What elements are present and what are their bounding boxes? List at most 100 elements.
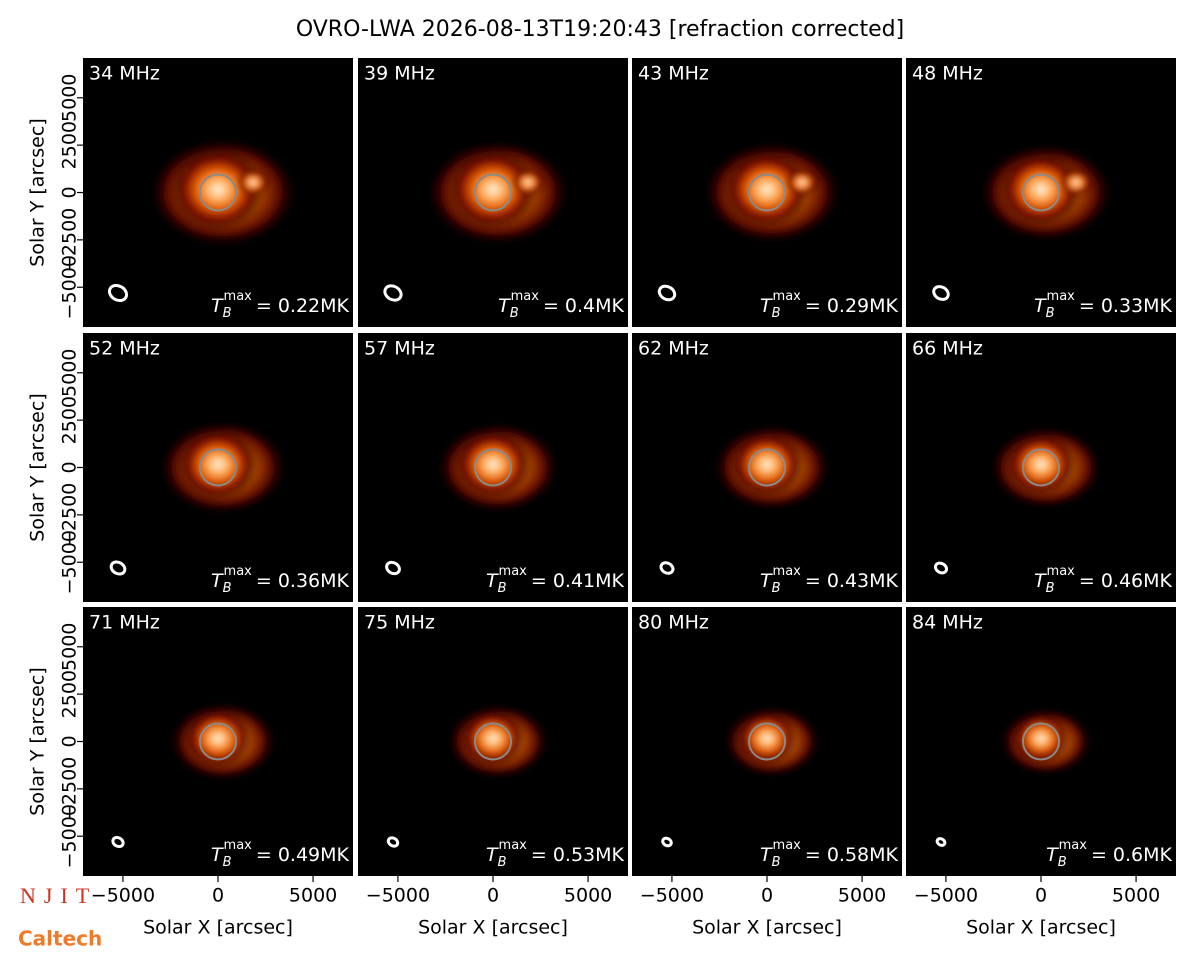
tmax-symbol: T	[760, 570, 773, 592]
x-axis-label: Solar X [arcsec]	[966, 917, 1116, 939]
y-tick-label: −5000	[59, 255, 81, 319]
panel: 71 MHz TBmax = 0.49MK	[83, 607, 353, 876]
tmax-label: TBmax = 0.6MK	[1046, 838, 1172, 870]
panel: 80 MHz TBmax = 0.58MK	[632, 607, 902, 876]
tmax-label: TBmax = 0.41MK	[486, 564, 625, 596]
tmax-sub: B	[772, 855, 781, 870]
tmax-value: = 0.22MK	[256, 295, 350, 317]
tmax-sub: B	[1046, 306, 1055, 321]
tmax-sub: B	[772, 306, 781, 321]
solar-limb	[474, 722, 512, 761]
panel: 84 MHz TBmax = 0.6MK	[906, 607, 1176, 876]
tmax-sub: B	[223, 855, 232, 870]
logo-njit: NJIT	[20, 883, 97, 908]
panel: 48 MHz TBmax = 0.33MK	[906, 58, 1176, 327]
panel-image	[989, 425, 1103, 510]
emission-core	[173, 149, 263, 230]
emission-core	[725, 152, 809, 227]
panel: 66 MHz TBmax = 0.46MK	[906, 333, 1176, 602]
y-tick-label: −5000	[59, 804, 81, 868]
tmax-label: TBmax = 0.58MK	[760, 838, 899, 870]
emission-core	[449, 150, 537, 229]
tmax-value: = 0.53MK	[531, 844, 625, 866]
panel: 62 MHz TBmax = 0.43MK	[632, 333, 902, 602]
solar-limb	[748, 448, 786, 487]
y-tick-label: −5000	[59, 530, 81, 594]
frequency-label: 39 MHz	[364, 63, 435, 85]
tmax-symbol: T	[211, 844, 224, 866]
tmax-sub: B	[510, 306, 519, 321]
y-tick-label: 5000	[59, 74, 81, 122]
x-tick-label: −5000	[914, 885, 978, 907]
emission-spot	[512, 169, 544, 196]
emission-core	[731, 432, 803, 497]
tmax-symbol: T	[1034, 295, 1047, 317]
y-tick-label: 0	[59, 461, 81, 473]
tmax-value: = 0.41MK	[531, 570, 625, 592]
tmax-label: TBmax = 0.33MK	[1034, 289, 1173, 321]
tmax-symbol: T	[760, 295, 773, 317]
beam	[111, 835, 125, 849]
x-axis-label: Solar X [arcsec]	[692, 917, 842, 939]
y-tick-label: 5000	[59, 623, 81, 671]
frequency-label: 84 MHz	[912, 612, 983, 634]
tmax-label: TBmax = 0.53MK	[486, 838, 625, 870]
figure-title: OVRO-LWA 2026-08-13T19:20:43 [refraction…	[296, 17, 904, 42]
beam	[933, 561, 949, 575]
emission-core	[185, 709, 251, 768]
emission-spot	[786, 169, 818, 196]
tmax-value: = 0.6MK	[1091, 844, 1173, 866]
tmax-sub: B	[223, 306, 232, 321]
emission-core	[1000, 153, 1082, 226]
panel-image	[999, 707, 1093, 776]
x-tick-label: 5000	[289, 885, 337, 907]
beam	[935, 837, 947, 847]
frequency-label: 34 MHz	[89, 63, 160, 85]
panel: 43 MHz TBmax = 0.29MK	[632, 58, 902, 327]
tmax-value: = 0.4MK	[543, 295, 625, 317]
y-axis-label: Solar Y [arcsec]	[27, 393, 49, 541]
panel: 39 MHz TBmax = 0.4MK	[358, 58, 628, 327]
frequency-label: 75 MHz	[364, 612, 435, 634]
tmax-value: = 0.49MK	[256, 844, 350, 866]
x-tick-label: 5000	[564, 885, 612, 907]
solar-limb	[199, 722, 237, 761]
panel-image	[169, 701, 277, 782]
y-tick-label: 2500	[59, 396, 81, 444]
x-tick-label: 0	[212, 885, 224, 907]
x-tick-label: 0	[1035, 885, 1047, 907]
tmax-value: = 0.33MK	[1079, 295, 1173, 317]
tmax-sup: max	[499, 564, 528, 579]
solar-limb	[199, 448, 237, 487]
tmax-sup: max	[224, 564, 253, 579]
tmax-sub: B	[1046, 581, 1055, 596]
panel: 34 MHz TBmax = 0.22MK	[83, 58, 353, 327]
emission-core	[1013, 713, 1069, 764]
x-tick-label: 0	[761, 885, 773, 907]
solar-limb	[199, 173, 237, 212]
tmax-value: = 0.43MK	[805, 570, 899, 592]
tmax-sup: max	[1047, 564, 1076, 579]
tmax-label: TBmax = 0.43MK	[760, 564, 899, 596]
panel-image	[425, 139, 571, 246]
frequency-label: 57 MHz	[364, 338, 435, 360]
tmax-symbol: T	[486, 844, 499, 866]
tmax-symbol: T	[760, 844, 773, 866]
tmax-label: TBmax = 0.49MK	[211, 838, 350, 870]
frequency-label: 71 MHz	[89, 612, 160, 634]
emission-core	[179, 430, 257, 499]
tmax-value: = 0.58MK	[805, 844, 899, 866]
panel-image	[702, 141, 842, 244]
frequency-label: 80 MHz	[638, 612, 709, 634]
tmax-symbol: T	[211, 295, 224, 317]
x-axis-label: Solar X [arcsec]	[143, 917, 293, 939]
frequency-label: 66 MHz	[912, 338, 983, 360]
x-axis-label: Solar X [arcsec]	[418, 917, 568, 939]
tmax-sup: max	[1059, 838, 1088, 853]
tmax-sup: max	[773, 564, 802, 579]
solar-limb	[748, 173, 786, 212]
tmax-label: TBmax = 0.29MK	[760, 289, 899, 321]
solar-limb	[1022, 722, 1060, 761]
tmax-label: TBmax = 0.4MK	[498, 289, 624, 321]
